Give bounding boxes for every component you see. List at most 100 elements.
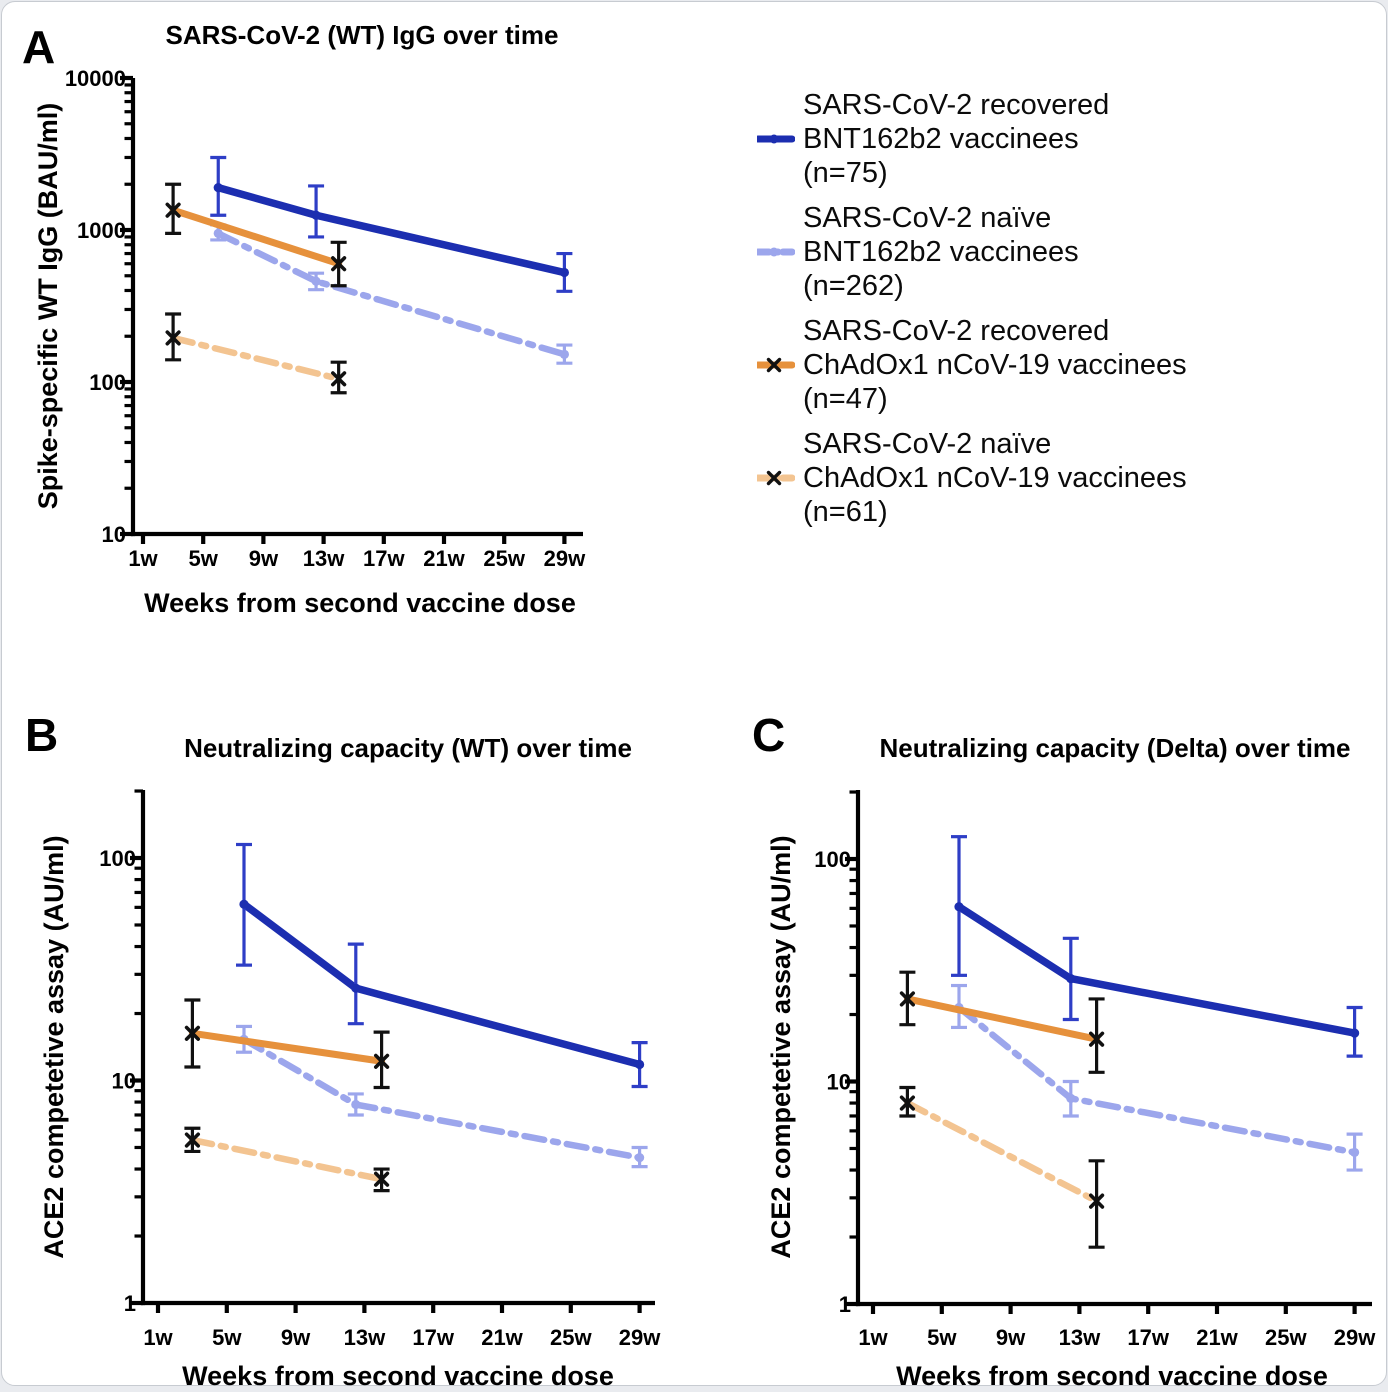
series-line-recovered_chad [903, 995, 1101, 1043]
x-tick-label: 29w [544, 546, 586, 571]
marker-dot-icon [351, 1099, 361, 1110]
legend-marker-dot-icon [769, 247, 779, 257]
y-tick-label: 10 [827, 1070, 851, 1095]
legend-marker-recovered-chad-icon [757, 357, 795, 373]
chart-title: Neutralizing capacity (Delta) over time [879, 733, 1350, 763]
y-tick-label: 10 [102, 522, 126, 547]
series-line-naive_bnt [215, 230, 568, 358]
legend-marker-x-icon [766, 470, 782, 486]
legend-entry-recovered-chad: SARS-CoV-2 recovered ChAdOx1 nCoV-19 vac… [757, 314, 1197, 416]
marker-dot-icon [1350, 1028, 1360, 1038]
y-tick-label: 100 [99, 846, 136, 871]
marker-x-icon [1089, 1193, 1105, 1209]
marker-x-icon [899, 1095, 916, 1111]
legend-entry-recovered-bnt: SARS-CoV-2 recovered BNT162b2 vaccinees … [757, 88, 1197, 190]
marker-dot-icon [1066, 1093, 1076, 1103]
marker-dot-icon [311, 210, 321, 220]
x-tick-label: 9w [281, 1325, 311, 1350]
marker-dot-icon [213, 183, 223, 193]
x-tick-label: 9w [996, 1325, 1026, 1350]
panel-letter-a: A [22, 21, 56, 73]
x-tick-label: 5w [189, 546, 219, 571]
x-axis-label: Weeks from second vaccine dose [896, 1361, 1328, 1391]
series-line-recovered_chad [169, 206, 343, 268]
y-tick-label: 10000 [65, 66, 126, 91]
marker-dot-icon [311, 276, 321, 286]
legend-label: SARS-CoV-2 naïve [803, 428, 1052, 460]
x-tick-label: 17w [1127, 1325, 1169, 1350]
series-naive_chad [899, 1085, 1105, 1249]
x-tick-label: 21w [423, 546, 465, 571]
x-tick-label: 17w [363, 546, 405, 571]
x-tick-label: 13w [344, 1325, 386, 1350]
marker-x-icon [373, 1171, 390, 1187]
legend: SARS-CoV-2 recovered BNT162b2 vaccinees … [757, 88, 1197, 540]
x-tick-label: 25w [550, 1325, 592, 1350]
chart-title: Neutralizing capacity (WT) over time [184, 733, 632, 763]
panel-letter-c: C [752, 709, 786, 761]
marker-x-icon [899, 991, 916, 1007]
legend-label: SARS-CoV-2 recovered [803, 315, 1110, 347]
x-tick-label: 25w [1265, 1325, 1307, 1350]
legend-label: (n=47) [803, 383, 888, 415]
y-axis-label: ACE2 competetive assay (AU/ml) [766, 835, 796, 1258]
x-tick-label: 1w [143, 1325, 173, 1350]
series-line-naive_bnt [240, 1036, 643, 1161]
legend-label: ChAdOx1 nCoV-19 vaccinees [803, 462, 1187, 494]
legend-label: SARS-CoV-2 recovered [803, 89, 1110, 121]
series-naive_bnt [951, 983, 1363, 1172]
legend-label: (n=75) [803, 157, 888, 189]
legend-label: BNT162b2 vaccinees [803, 236, 1079, 268]
series-recovered_chad [184, 998, 390, 1090]
panel-A-chart: SARS-CoV-2 (WT) IgG over time Weeks from … [33, 20, 586, 618]
series-line-recovered_bnt [240, 900, 644, 1069]
legend-label: (n=262) [803, 270, 904, 302]
y-tick-label: 1000 [77, 218, 126, 243]
series-recovered_bnt [210, 155, 573, 293]
marker-dot-icon [1350, 1147, 1360, 1158]
series-line-recovered_chad [188, 1029, 386, 1065]
series-line-naive_chad [169, 334, 342, 383]
marker-x-icon [373, 1053, 390, 1069]
x-tick-label: 1w [128, 546, 158, 571]
x-tick-label: 13w [303, 546, 345, 571]
legend-marker-dot-icon [769, 134, 779, 144]
panel-letter-b: B [25, 709, 59, 761]
legend-marker-naive-chad-icon [757, 470, 795, 486]
x-tick-label: 21w [1196, 1325, 1238, 1350]
marker-x-icon [184, 1132, 200, 1148]
legend-marker-naive-bnt-icon [757, 247, 795, 257]
marker-dot-icon [1066, 974, 1076, 984]
marker-x-icon [1089, 1031, 1105, 1047]
series-naive_bnt [210, 223, 573, 365]
x-tick-label: 29w [1334, 1325, 1376, 1350]
legend-entry-naive-chad: SARS-CoV-2 naïve ChAdOx1 nCoV-19 vaccine… [757, 427, 1197, 529]
marker-x-icon [331, 371, 347, 387]
panel-C-chart: Neutralizing capacity (Delta) over time W… [766, 733, 1376, 1391]
x-tick-label: 5w [212, 1325, 242, 1350]
y-tick-label: 10 [112, 1069, 136, 1094]
y-axis-label: ACE2 competetive assay (AU/ml) [39, 835, 69, 1258]
panel-B-chart: Neutralizing capacity (WT) over time Week… [39, 733, 661, 1391]
series-line-recovered_bnt [955, 903, 1359, 1037]
y-tick-label: 100 [89, 370, 126, 395]
y-axis-label: Spike-specific WT IgG (BAU/ml) [33, 103, 63, 510]
x-tick-label: 5w [927, 1325, 957, 1350]
x-tick-label: 9w [249, 546, 279, 571]
series-recovered_bnt [236, 842, 648, 1089]
series-line-naive_chad [189, 1136, 385, 1183]
series-line-naive_chad [904, 1099, 1100, 1205]
x-tick-label: 1w [858, 1325, 888, 1350]
legend-label: (n=61) [803, 496, 888, 528]
marker-dot-icon [559, 267, 570, 278]
series-naive_chad [165, 312, 347, 395]
series-recovered_bnt [951, 835, 1363, 1058]
y-tick-label: 1 [124, 1291, 136, 1316]
marker-dot-icon [954, 902, 964, 912]
legend-label: SARS-CoV-2 naïve [803, 202, 1052, 234]
marker-dot-icon [213, 228, 223, 238]
series-recovered_chad [165, 182, 347, 288]
marker-dot-icon [351, 983, 361, 993]
